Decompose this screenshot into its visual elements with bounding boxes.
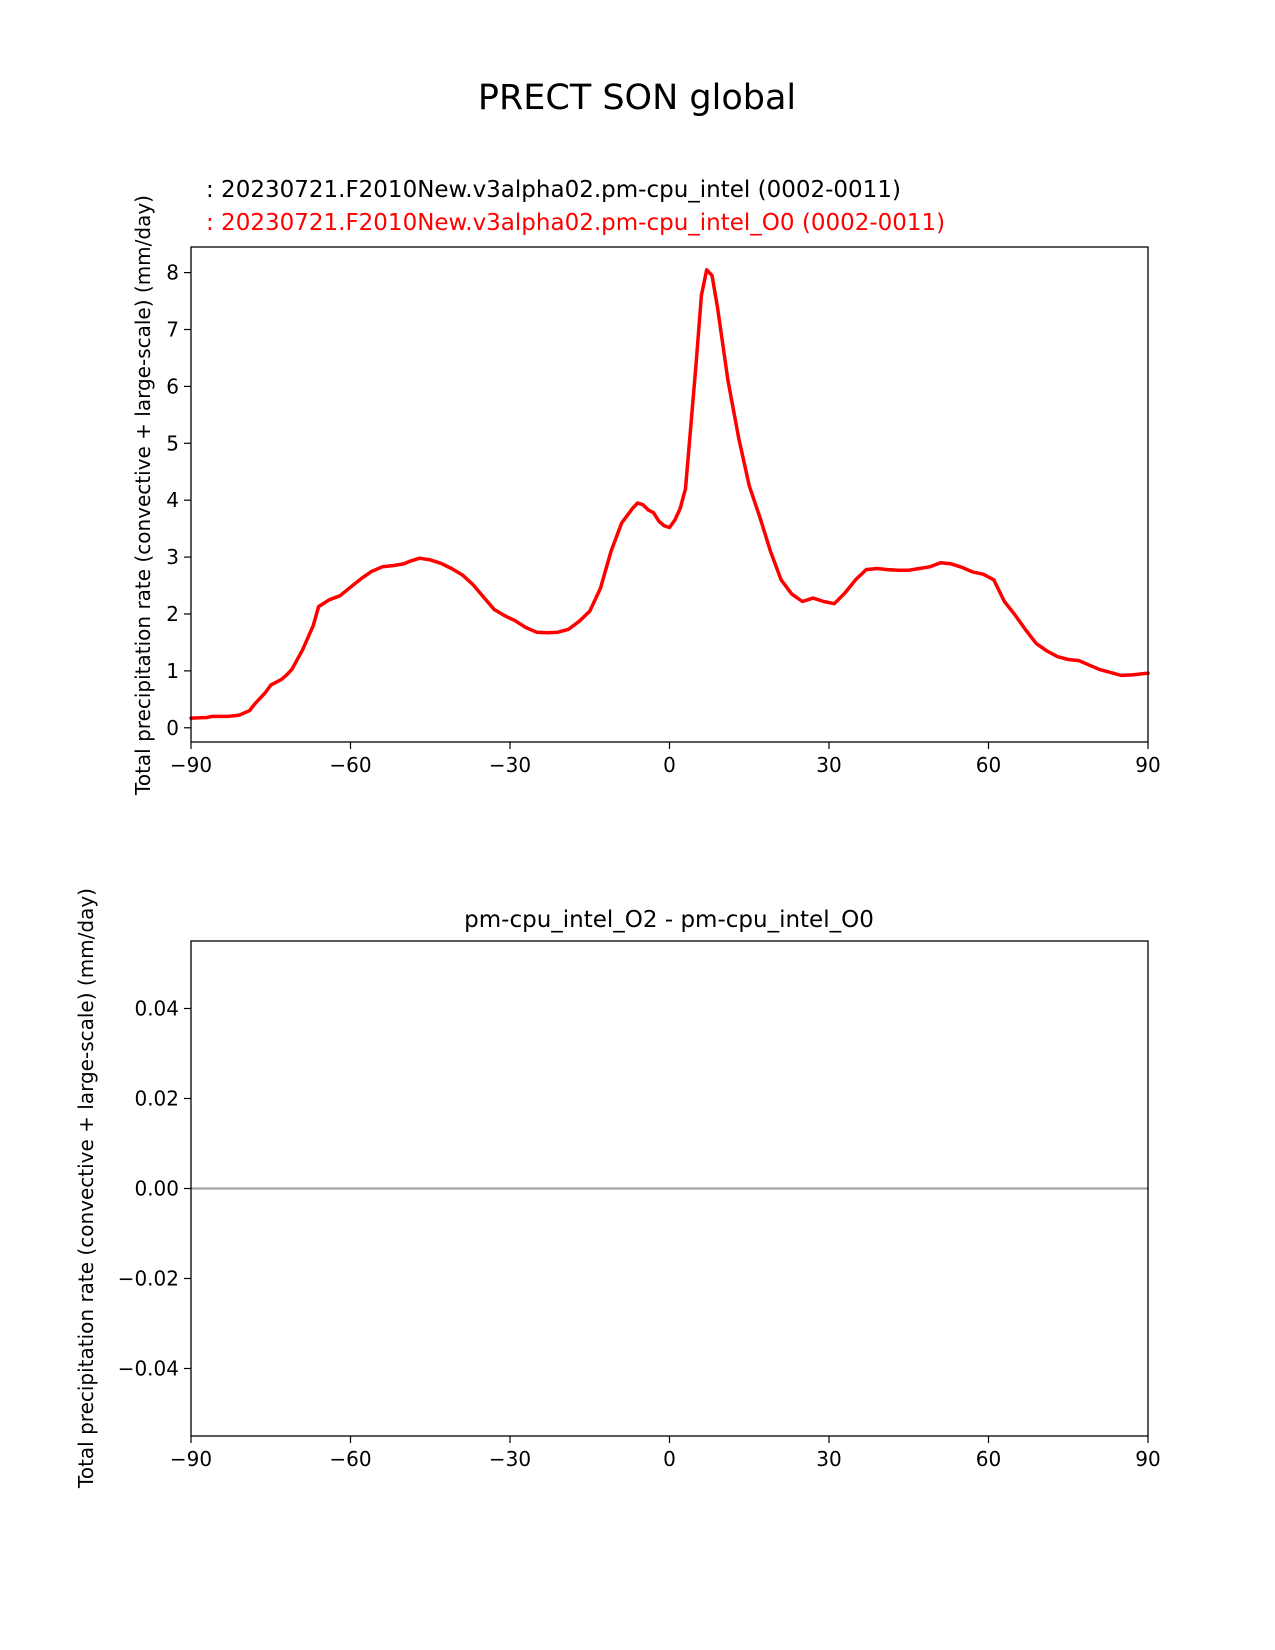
bottom-x-tick-label: 30 bbox=[816, 1447, 841, 1471]
bottom-chart-title: pm-cpu_intel_O2 - pm-cpu_intel_O0 bbox=[464, 907, 874, 933]
top-y-tick-label: 0 bbox=[166, 716, 179, 740]
top-y-tick-label: 2 bbox=[166, 602, 179, 626]
top-x-tick-label: 0 bbox=[663, 753, 676, 777]
bottom-y-axis-label: Total precipitation rate (convective + l… bbox=[74, 888, 98, 1489]
top-x-tick-label: −30 bbox=[489, 753, 531, 777]
bottom-x-tick-label: 0 bbox=[663, 1447, 676, 1471]
bottom-x-tick-label: −30 bbox=[489, 1447, 531, 1471]
top-legend-entry-2: : 20230721.F2010New.v3alpha02.pm-cpu_int… bbox=[206, 210, 945, 236]
top-plot-area: −90 −60 −30 0 30 60 90 0 1 2 3 4 5 6 7 8 bbox=[166, 246, 1161, 777]
top-x-tick-label: −60 bbox=[329, 753, 371, 777]
bottom-y-tick-label: 0.02 bbox=[134, 1087, 179, 1111]
top-x-tick-label: −90 bbox=[170, 753, 212, 777]
bottom-y-tick-label: 0.04 bbox=[134, 997, 179, 1021]
top-y-tick-label: 8 bbox=[166, 261, 179, 285]
figure-title: PRECT SON global bbox=[478, 78, 796, 118]
top-y-tick-label: 1 bbox=[166, 659, 179, 683]
top-y-tick-label: 7 bbox=[166, 318, 179, 342]
top-x-tick-label: 90 bbox=[1135, 753, 1160, 777]
top-legend-entry-1: : 20230721.F2010New.v3alpha02.pm-cpu_int… bbox=[206, 177, 901, 203]
bottom-y-tick-label: −0.04 bbox=[118, 1357, 179, 1381]
top-y-axis-label: Total precipitation rate (convective + l… bbox=[131, 195, 155, 796]
bottom-plot-area: −90 −60 −30 0 30 60 90 −0.04 −0.02 0.00 0.02 0.04 bbox=[118, 940, 1161, 1471]
bottom-chart: pm-cpu_intel_O2 - pm-cpu_intel_O0 −90 −60… bbox=[74, 888, 1161, 1489]
top-y-tick-label: 6 bbox=[166, 374, 179, 398]
top-x-tick-label: 60 bbox=[976, 753, 1001, 777]
top-x-tick-label: 30 bbox=[816, 753, 841, 777]
bottom-x-tick-label: 60 bbox=[976, 1447, 1001, 1471]
bottom-x-tick-label: 90 bbox=[1135, 1447, 1160, 1471]
bottom-y-tick-label: 0.00 bbox=[134, 1177, 179, 1201]
top-series-line-1 bbox=[189, 268, 1150, 720]
bottom-x-tick-label: −90 bbox=[170, 1447, 212, 1471]
top-chart: : 20230721.F2010New.v3alpha02.pm-cpu_int… bbox=[131, 177, 1161, 796]
top-y-tick-label: 4 bbox=[166, 488, 179, 512]
top-y-tick-label: 3 bbox=[166, 545, 179, 569]
bottom-y-tick-label: −0.02 bbox=[118, 1267, 179, 1291]
bottom-x-tick-label: −60 bbox=[329, 1447, 371, 1471]
top-y-tick-label: 5 bbox=[166, 431, 179, 455]
